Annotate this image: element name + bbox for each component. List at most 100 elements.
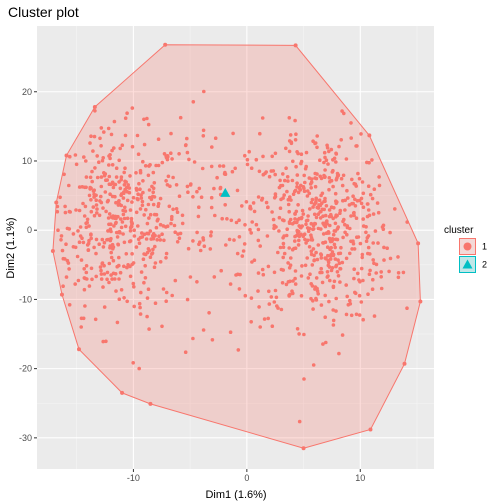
- cluster-1-point: [344, 312, 349, 317]
- hull-vertex-point: [54, 200, 59, 205]
- cluster-1-point: [192, 160, 197, 164]
- cluster-1-point: [287, 116, 292, 120]
- cluster-1-point: [261, 272, 266, 277]
- cluster-1-point: [79, 258, 84, 262]
- cluster-1-point: [287, 220, 292, 224]
- cluster-1-point: [169, 221, 173, 226]
- cluster-1-point: [368, 252, 372, 256]
- cluster-1-point: [272, 223, 277, 228]
- axis-ticks: -10 0 10 -30 -20 -10 0 10 20: [19, 87, 365, 483]
- cluster-1-point: [99, 272, 104, 276]
- cluster-1-point: [89, 236, 93, 241]
- cluster-1-point: [314, 176, 319, 181]
- cluster-1-point: [102, 272, 107, 276]
- legend: cluster 1 2: [444, 225, 487, 274]
- cluster-1-point: [338, 280, 342, 284]
- cluster-1-point: [177, 194, 182, 198]
- cluster-1-point: [158, 238, 163, 242]
- cluster-1-point: [111, 258, 116, 263]
- cluster-1-point: [303, 237, 307, 242]
- cluster-1-point: [334, 296, 339, 301]
- cluster-1-point: [110, 148, 114, 153]
- cluster-1-point: [261, 154, 265, 159]
- cluster-1-point: [313, 222, 318, 226]
- cluster-1-point: [146, 173, 151, 178]
- cluster-1-point: [134, 210, 139, 215]
- cluster-1-point: [309, 237, 314, 242]
- cluster-1-point: [117, 277, 121, 281]
- cluster-1-point: [308, 272, 312, 277]
- cluster-1-point: [359, 266, 364, 271]
- cluster-1-point: [73, 153, 78, 157]
- cluster-1-point: [128, 174, 132, 178]
- cluster-1-point: [293, 239, 297, 243]
- cluster-1-point: [319, 303, 324, 307]
- cluster-1-point: [73, 282, 77, 286]
- cluster-1-point: [183, 350, 188, 355]
- cluster-1-point: [141, 159, 145, 164]
- cluster-1-point: [370, 196, 375, 201]
- cluster-1-point: [67, 267, 71, 271]
- cluster-1-point: [120, 143, 125, 147]
- cluster-1-point: [379, 286, 384, 291]
- cluster-1-point: [87, 238, 91, 243]
- cluster-1-point: [335, 237, 340, 242]
- cluster-1-point: [196, 214, 201, 219]
- cluster-1-point: [111, 271, 116, 276]
- hull-vertex-point: [293, 43, 298, 48]
- cluster-1-point: [87, 224, 91, 228]
- cluster-1-point: [371, 212, 376, 216]
- cluster-1-point: [301, 212, 306, 216]
- cluster-1-point: [381, 227, 386, 231]
- cluster-1-point: [191, 100, 196, 104]
- y-axis-title: Dim2 (1.1%): [5, 217, 17, 278]
- cluster-1-point: [280, 183, 285, 188]
- cluster-1-point: [213, 213, 217, 218]
- x-tick-label: 0: [244, 473, 249, 483]
- cluster-1-point: [325, 219, 329, 223]
- cluster-1-point: [339, 245, 343, 250]
- cluster-1-point: [300, 208, 305, 213]
- cluster-1-point: [322, 175, 327, 179]
- cluster-1-point: [209, 164, 214, 169]
- cluster-1-point: [334, 201, 339, 206]
- cluster-1-point: [316, 243, 321, 247]
- cluster-1-point: [84, 159, 88, 163]
- cluster-1-point: [119, 217, 123, 221]
- cluster-1-point: [347, 203, 352, 207]
- cluster-1-point: [344, 157, 349, 161]
- cluster-1-point: [251, 201, 256, 205]
- cluster-1-point: [295, 173, 300, 177]
- cluster-1-point: [83, 204, 88, 209]
- cluster-1-point: [220, 216, 224, 221]
- legend-label-1: 1: [482, 242, 487, 252]
- cluster-1-point: [359, 196, 364, 201]
- cluster-1-point: [275, 304, 279, 308]
- cluster-1-point: [319, 256, 324, 260]
- cluster-1-point: [316, 226, 321, 231]
- cluster-1-point: [62, 172, 66, 177]
- cluster-1-point: [144, 207, 148, 212]
- cluster-1-point: [164, 290, 169, 295]
- cluster-1-point: [124, 180, 128, 184]
- cluster-1-point: [340, 333, 345, 337]
- cluster-1-point: [359, 300, 364, 304]
- cluster-1-point: [119, 288, 124, 292]
- y-tick-label: -20: [19, 364, 32, 374]
- cluster-1-point: [265, 234, 270, 238]
- cluster-1-point: [338, 208, 343, 213]
- cluster-1-point: [318, 216, 323, 220]
- cluster-1-point: [99, 268, 103, 273]
- cluster-1-point: [142, 142, 147, 147]
- cluster-1-point: [145, 221, 150, 226]
- cluster-1-point: [264, 200, 269, 205]
- cluster-1-point: [393, 207, 397, 211]
- cluster-1-point: [139, 196, 144, 200]
- cluster-1-point: [370, 158, 374, 162]
- cluster-1-point: [231, 131, 235, 136]
- cluster-1-point: [341, 235, 345, 240]
- cluster-1-point: [128, 239, 133, 243]
- cluster-1-point: [91, 205, 96, 209]
- cluster-1-point: [234, 220, 239, 225]
- cluster-1-point: [84, 175, 89, 179]
